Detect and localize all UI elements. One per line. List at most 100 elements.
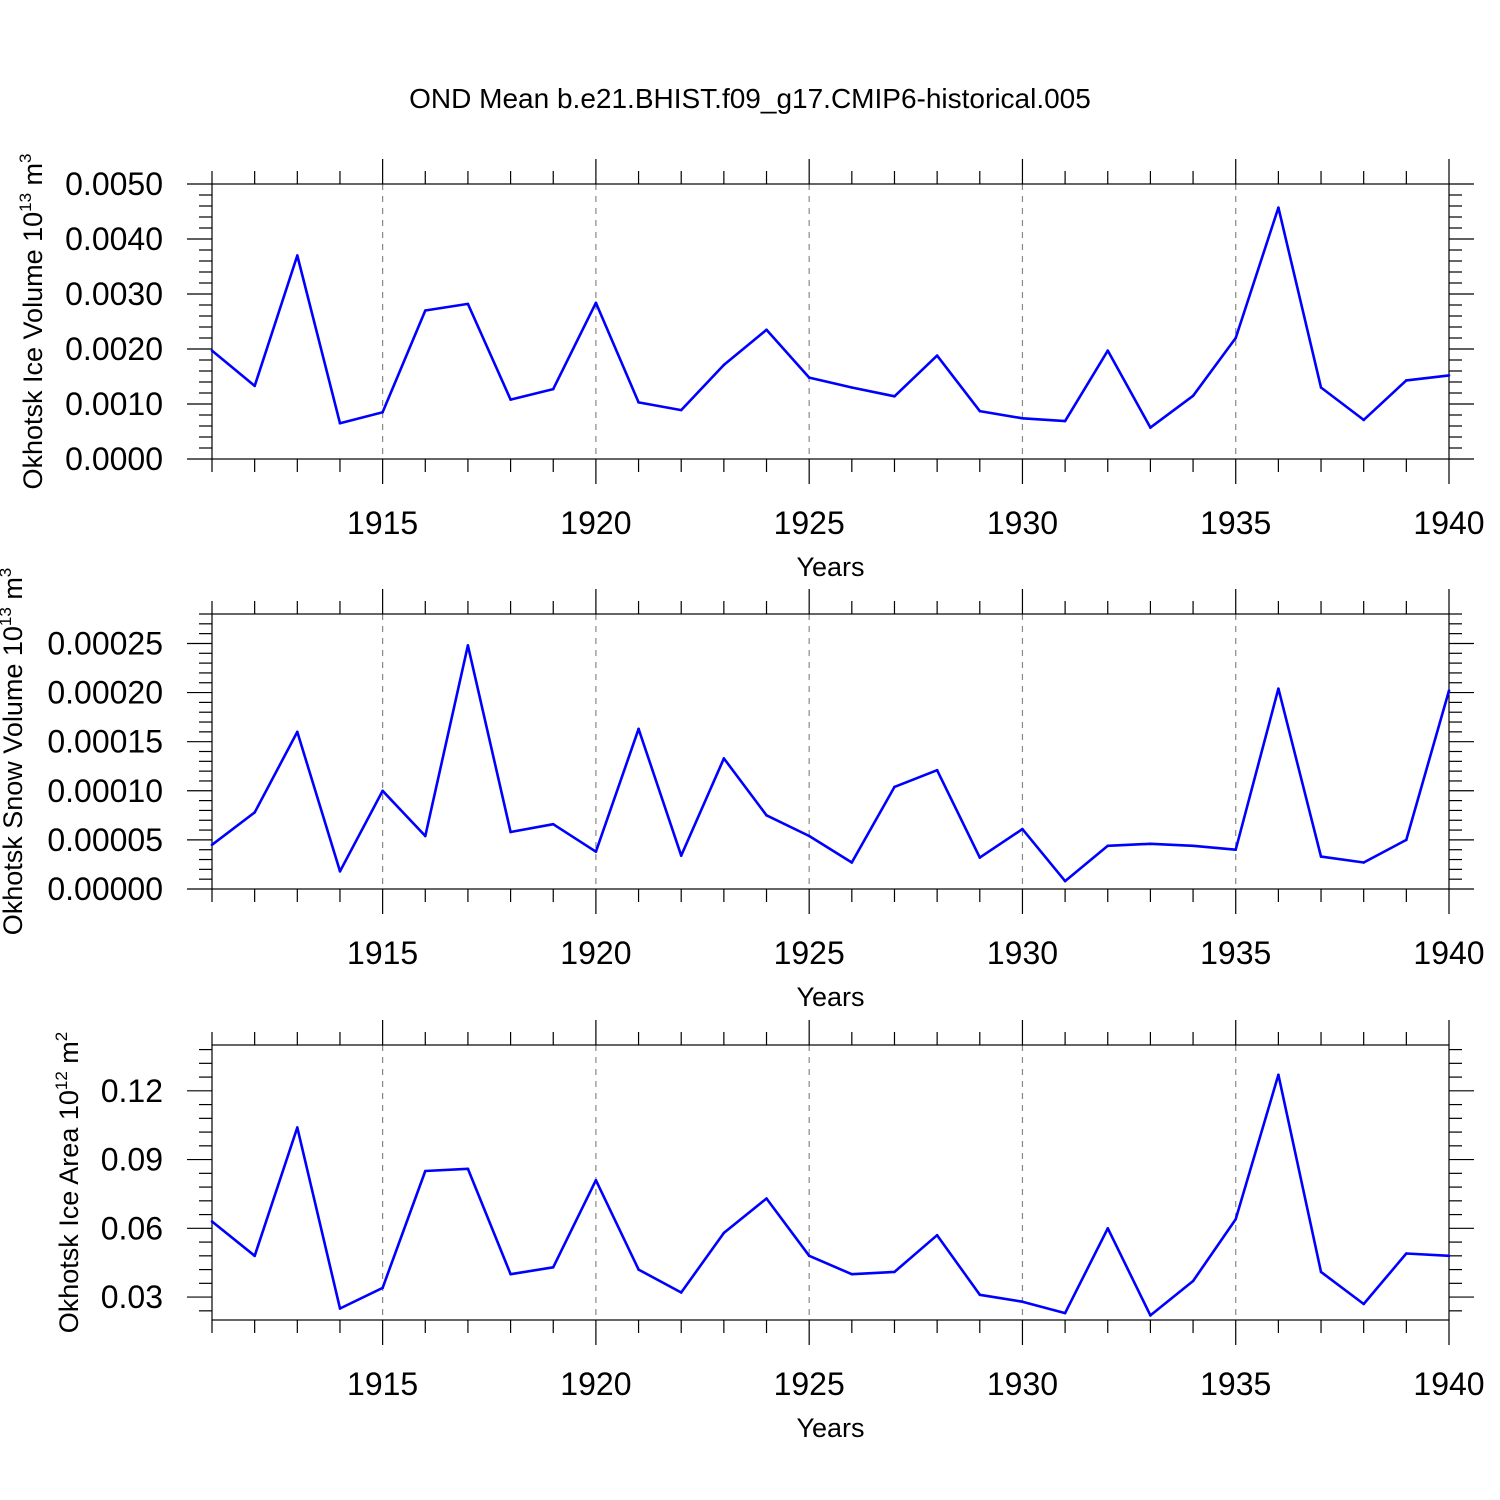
y-tick-label: 0.0050 xyxy=(65,166,163,202)
data-point xyxy=(296,1126,299,1129)
data-point xyxy=(423,1169,427,1173)
chart-panel-1: 1915 1920 1925 1930 1935 1940 0.0000 0.0010 0.00… xyxy=(16,153,1485,582)
y-axis-title: Okhotsk Ice Volume 1013 m3 xyxy=(16,153,48,489)
data-point xyxy=(850,1272,854,1276)
data-point xyxy=(253,1254,256,1258)
data-point xyxy=(509,398,512,401)
data-point xyxy=(1319,1270,1323,1274)
data-point xyxy=(1149,426,1152,429)
y-tick-label: 0.09 xyxy=(101,1142,163,1178)
data-point xyxy=(1021,1300,1024,1303)
data-point xyxy=(935,354,939,357)
data-point xyxy=(1191,844,1195,848)
data-point xyxy=(722,757,726,760)
data-point xyxy=(1405,1252,1408,1255)
data-point xyxy=(296,254,299,257)
data-point xyxy=(893,1270,896,1274)
data-point xyxy=(210,1220,214,1223)
data-point xyxy=(1319,855,1323,858)
plot-frame xyxy=(211,1044,1450,1321)
data-point xyxy=(210,349,214,352)
y-tick-label: 0.00025 xyxy=(47,625,163,661)
data-point xyxy=(338,421,342,425)
x-tick-label: 1935 xyxy=(1200,505,1271,541)
data-point xyxy=(1362,418,1365,422)
data-point xyxy=(296,730,299,734)
x-tick-label: 1920 xyxy=(560,505,631,541)
data-point xyxy=(594,1178,598,1182)
y-tick-label: 0.00010 xyxy=(47,773,163,809)
data-point xyxy=(381,789,384,793)
figure-title: OND Mean b.e21.BHIST.f09_g17.CMIP6-histo… xyxy=(409,83,1091,114)
data-point xyxy=(509,830,512,834)
data-point xyxy=(551,387,555,391)
y-tick-label: 0.00020 xyxy=(47,675,163,711)
data-point xyxy=(722,1231,726,1235)
y-tick-label: 0.03 xyxy=(101,1279,163,1315)
data-point xyxy=(423,834,427,838)
data-point xyxy=(1063,1311,1067,1315)
data-point xyxy=(509,1272,512,1276)
series-line xyxy=(211,644,1451,883)
data-point xyxy=(935,768,939,772)
data-point xyxy=(1447,689,1451,692)
x-axis-title: Years xyxy=(796,982,864,1012)
x-axis-title: Years xyxy=(796,1413,864,1443)
data-point xyxy=(1277,1073,1280,1077)
data-point xyxy=(551,1265,555,1269)
plot-frame xyxy=(211,183,1450,460)
x-tick-label: 1925 xyxy=(774,1366,845,1402)
data-point xyxy=(338,870,342,873)
data-point xyxy=(1063,879,1067,883)
data-point xyxy=(1191,394,1195,398)
data-point xyxy=(893,395,896,398)
data-point xyxy=(807,1254,811,1258)
series-line xyxy=(211,206,1450,429)
data-point xyxy=(1405,838,1408,842)
data-point xyxy=(1234,1217,1238,1221)
data-point xyxy=(1277,206,1280,209)
x-tick-label: 1940 xyxy=(1413,505,1484,541)
x-tick-label: 1915 xyxy=(347,1366,418,1402)
data-point xyxy=(637,401,640,404)
data-point xyxy=(1106,844,1110,848)
data-point xyxy=(978,1293,982,1297)
panels: 1915 1920 1925 1930 1935 1940 0.0000 0.0010 0.00… xyxy=(0,153,1485,1443)
data-point xyxy=(1277,687,1280,690)
chart-panel-3: 1915 1920 1925 1930 1935 1940 0.03 0.06 0.09 0.12… xyxy=(52,1020,1485,1443)
data-point xyxy=(1362,1302,1365,1306)
data-point xyxy=(978,409,982,413)
data-point xyxy=(765,1197,768,1200)
data-point xyxy=(679,408,683,412)
data-point xyxy=(978,856,982,859)
data-point xyxy=(1106,349,1110,352)
data-point xyxy=(850,861,854,864)
x-tick-label: 1925 xyxy=(774,935,845,971)
x-tick-label: 1920 xyxy=(560,1366,631,1402)
data-point xyxy=(210,843,214,847)
x-tick-label: 1935 xyxy=(1200,935,1271,971)
data-point xyxy=(594,301,598,305)
x-tick-label: 1940 xyxy=(1413,935,1484,971)
x-tick-label: 1935 xyxy=(1200,1366,1271,1402)
y-tick-label: 0.0000 xyxy=(65,441,163,477)
data-point xyxy=(253,811,256,814)
data-point xyxy=(1447,1254,1451,1258)
x-tick-label: 1920 xyxy=(560,935,631,971)
chart-panel-2: 1915 1920 1925 1930 1935 1940 0.00000 0.00005 0.… xyxy=(0,568,1485,1012)
x-tick-label: 1930 xyxy=(987,935,1058,971)
x-tick-label: 1925 xyxy=(774,505,845,541)
x-tick-label: 1930 xyxy=(987,1366,1058,1402)
data-point xyxy=(1149,1314,1152,1317)
data-point xyxy=(1405,379,1408,382)
data-point xyxy=(807,376,811,379)
data-point xyxy=(1191,1279,1195,1283)
y-tick-label: 0.06 xyxy=(101,1210,163,1246)
data-point xyxy=(935,1233,939,1237)
data-point xyxy=(679,854,683,857)
data-point xyxy=(1021,417,1024,420)
data-point xyxy=(765,328,768,332)
data-point xyxy=(1319,386,1323,389)
